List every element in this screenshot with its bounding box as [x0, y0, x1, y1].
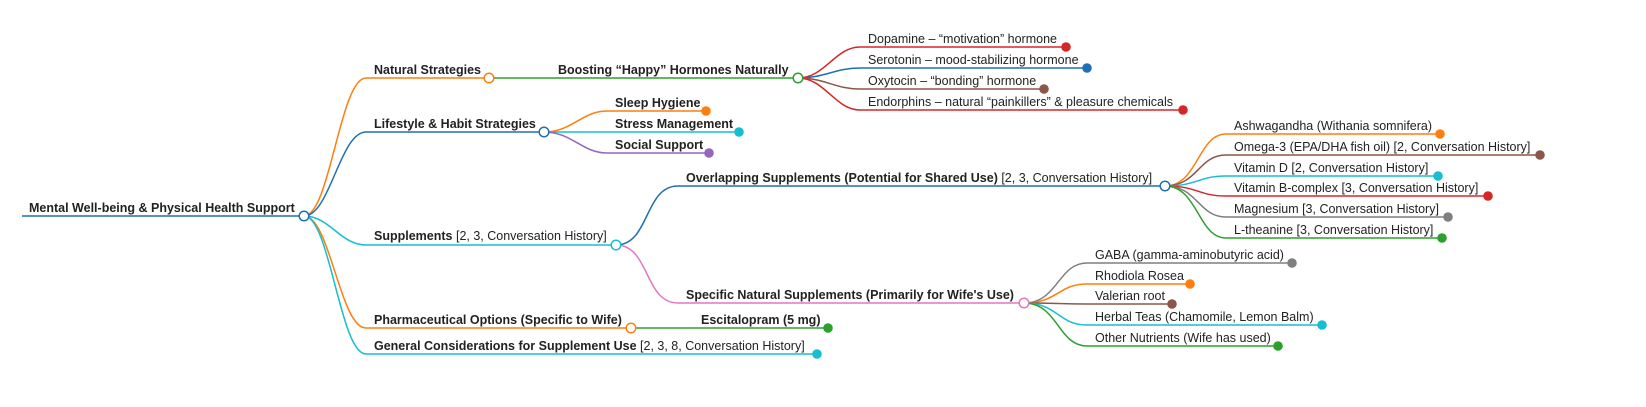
lifestyle-stress[interactable]: Stress Management: [615, 117, 734, 131]
link-general: [303, 215, 817, 355]
leaf-dot-vitamin-b[interactable]: [1483, 191, 1493, 201]
link-specific: [615, 244, 1024, 304]
leaf-dot-valerian[interactable]: [1167, 299, 1177, 309]
specific-valerian[interactable]: Valerian root: [1095, 289, 1165, 303]
branch-supplements-label[interactable]: Supplements [2, 3, Conversation History]: [374, 229, 607, 243]
leaf-dot-escitalopram[interactable]: [823, 323, 833, 333]
leaf-dot-magnesium[interactable]: [1443, 212, 1453, 222]
link-endorphins: [797, 77, 1183, 111]
node-markers: [298, 42, 1545, 359]
natural-toggle[interactable]: [483, 72, 495, 84]
specific-label[interactable]: Specific Natural Supplements (Primarily …: [686, 288, 1014, 302]
leaf-dot-oxytocin[interactable]: [1039, 84, 1049, 94]
overlapping-label[interactable]: Overlapping Supplements (Potential for S…: [686, 171, 1152, 185]
pharma-toggle[interactable]: [625, 322, 637, 334]
link-natural: [303, 77, 489, 217]
link-overlapping: [615, 185, 1165, 246]
leaf-dot-herbal[interactable]: [1317, 320, 1327, 330]
branch-general-label[interactable]: General Considerations for Supplement Us…: [374, 339, 805, 353]
overlapping-toggle[interactable]: [1159, 180, 1171, 192]
connectors: [22, 46, 1540, 355]
lifestyle-social[interactable]: Social Support: [615, 138, 704, 152]
hormone-oxytocin[interactable]: Oxytocin – “bonding” hormone: [868, 74, 1036, 88]
leaf-dot-omega3[interactable]: [1535, 150, 1545, 160]
lifestyle-toggle[interactable]: [538, 126, 550, 138]
link-lifestyle: [303, 131, 544, 217]
root-label[interactable]: Mental Well-being & Physical Health Supp…: [29, 201, 296, 215]
overlapping-magnesium[interactable]: Magnesium [3, Conversation History]: [1234, 202, 1439, 216]
leaf-dot-gaba[interactable]: [1287, 258, 1297, 268]
leaf-dot-vitamin-d[interactable]: [1433, 171, 1443, 181]
root-toggle[interactable]: [298, 210, 310, 222]
leaf-dot-sleep[interactable]: [701, 106, 711, 116]
node-labels: Mental Well-being & Physical Health Supp…: [29, 32, 1530, 353]
specific-herbal[interactable]: Herbal Teas (Chamomile, Lemon Balm): [1095, 310, 1314, 324]
overlapping-ashwagandha[interactable]: Ashwagandha (Withania somnifera): [1234, 119, 1432, 133]
leaf-dot-stress[interactable]: [734, 127, 744, 137]
link-serotonin: [797, 67, 1087, 79]
link-ashwagandha: [1164, 133, 1440, 187]
link-valerian: [1023, 302, 1172, 305]
link-rhodiola: [1023, 283, 1190, 304]
leaf-dot-social[interactable]: [704, 148, 714, 158]
hormone-serotonin[interactable]: Serotonin – mood-stabilizing hormone: [868, 53, 1079, 67]
overlapping-vitamin-b[interactable]: Vitamin B-complex [3, Conversation Histo…: [1234, 181, 1478, 195]
overlapping-omega3[interactable]: Omega-3 (EPA/DHA fish oil) [2, Conversat…: [1234, 140, 1530, 154]
branch-pharma-label[interactable]: Pharmaceutical Options (Specific to Wife…: [374, 313, 622, 327]
link-gaba: [1023, 262, 1292, 304]
pharma-escitalopram[interactable]: Escitalopram (5 mg): [701, 313, 820, 327]
hormones-toggle[interactable]: [792, 72, 804, 84]
link-omega3: [1164, 154, 1540, 187]
link-supplements: [303, 215, 616, 246]
specific-rhodiola[interactable]: Rhodiola Rosea: [1095, 269, 1184, 283]
specific-gaba[interactable]: GABA (gamma-aminobutyric acid): [1095, 248, 1284, 262]
hormones-label[interactable]: Boosting “Happy” Hormones Naturally: [558, 63, 789, 77]
hormone-endorphins[interactable]: Endorphins – natural “painkillers” & ple…: [868, 95, 1173, 109]
leaf-dot-ltheanine[interactable]: [1437, 233, 1447, 243]
supplements-toggle[interactable]: [610, 239, 622, 251]
link-dopamine: [797, 46, 1066, 79]
overlapping-ltheanine[interactable]: L-theanine [3, Conversation History]: [1234, 223, 1433, 237]
link-social: [543, 131, 709, 154]
branch-lifestyle-label[interactable]: Lifestyle & Habit Strategies: [374, 117, 536, 131]
leaf-dot-other[interactable]: [1273, 341, 1283, 351]
leaf-dot-dopamine[interactable]: [1061, 42, 1071, 52]
lifestyle-sleep[interactable]: Sleep Hygiene: [615, 96, 700, 110]
hormone-dopamine[interactable]: Dopamine – “motivation” hormone: [868, 32, 1057, 46]
link-other: [1023, 302, 1278, 347]
leaf-dot-serotonin[interactable]: [1082, 63, 1092, 73]
leaf-dot-ashwagandha[interactable]: [1435, 129, 1445, 139]
overlapping-vitamin-d[interactable]: Vitamin D [2, Conversation History]: [1234, 161, 1428, 175]
specific-toggle[interactable]: [1018, 297, 1030, 309]
branch-natural-label[interactable]: Natural Strategies: [374, 63, 481, 77]
leaf-dot-endorphins[interactable]: [1178, 105, 1188, 115]
leaf-dot-general[interactable]: [812, 349, 822, 359]
leaf-dot-rhodiola[interactable]: [1185, 279, 1195, 289]
specific-other[interactable]: Other Nutrients (Wife has used): [1095, 331, 1271, 345]
link-ltheanine: [1164, 185, 1442, 239]
